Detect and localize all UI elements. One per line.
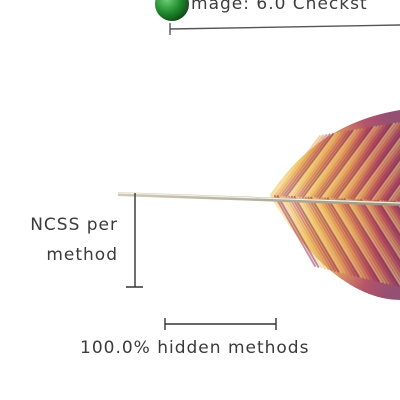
feather-barb <box>312 196 363 279</box>
feather-barb <box>368 199 400 251</box>
feather-barb <box>385 200 400 225</box>
feather-barb <box>340 122 399 201</box>
feather-barb <box>279 133 328 198</box>
feather-barb <box>360 199 400 264</box>
feather-barb <box>382 200 400 229</box>
feather-barb <box>329 124 386 200</box>
feather-barb <box>301 196 350 275</box>
feather-barb <box>326 124 383 200</box>
feather-barb <box>287 132 338 198</box>
feather-barb <box>318 126 373 200</box>
feather-barb <box>274 195 316 267</box>
feather-barb <box>329 197 383 283</box>
feather-barb <box>299 130 350 199</box>
feather-barb <box>279 195 323 269</box>
feather-barb <box>351 198 400 277</box>
feather-barb <box>304 196 353 276</box>
feather-barb <box>324 125 379 200</box>
feather-barb <box>349 129 400 201</box>
feather-barb <box>310 128 363 199</box>
feather-barb <box>282 195 326 270</box>
feather-barb <box>365 152 400 202</box>
feather-barb <box>301 129 354 199</box>
ncss-label-line1: NCSS per <box>30 215 118 235</box>
feather-barb <box>351 133 400 201</box>
feather-barb <box>376 199 400 238</box>
feather-shaft <box>117 192 400 206</box>
feather-barb <box>335 123 392 200</box>
feather-barb <box>376 168 400 202</box>
feather-barb <box>354 198 400 273</box>
feather-barb <box>324 197 376 282</box>
feather-barb <box>340 198 396 287</box>
ncss-scale-bar <box>126 193 143 288</box>
feather-barb <box>332 197 386 284</box>
feather-barb <box>293 131 344 198</box>
hidden-methods-label: 100.0% hidden methods <box>80 338 310 358</box>
feather-barb <box>296 130 347 199</box>
feather-barb <box>299 196 346 275</box>
feather-barb <box>293 195 340 273</box>
ncss-label-line2: method <box>46 245 118 265</box>
feather-barb <box>360 145 400 202</box>
feather-barb <box>335 197 390 285</box>
feather-barb <box>321 125 376 200</box>
feather-barb <box>337 198 393 286</box>
feather-barb <box>343 121 400 201</box>
feather-barb <box>379 200 400 234</box>
feather-barb <box>318 197 370 280</box>
feather-barb <box>287 195 333 271</box>
feather-barb <box>337 122 396 201</box>
feather-barb <box>290 195 336 272</box>
feather-barb <box>343 198 400 287</box>
feather-barb <box>362 199 400 260</box>
feather-barb <box>354 137 400 201</box>
feather-barb <box>346 125 400 201</box>
feather-barb <box>285 195 330 271</box>
feather-barb <box>387 184 400 203</box>
feather-barb <box>282 133 331 198</box>
feather-barb <box>276 195 320 268</box>
feather-barb <box>371 199 400 247</box>
feather-vane <box>270 110 400 300</box>
feather-barb <box>307 128 360 199</box>
feather-barb <box>357 141 400 201</box>
feather-barb <box>379 172 400 203</box>
feather-barb <box>312 127 367 199</box>
feather-barb <box>349 198 400 282</box>
feather-barb <box>315 197 366 279</box>
feather-barb <box>387 200 400 221</box>
feather-barb <box>274 135 321 197</box>
feather-barb <box>346 198 400 287</box>
feather-barb <box>362 148 400 202</box>
diagram-title: Image: 6.0 Checkst <box>185 0 368 14</box>
feather-barb <box>326 197 380 283</box>
feather-barb <box>357 199 400 269</box>
feather-barb <box>304 129 357 199</box>
feather-barb <box>332 123 389 200</box>
feather-barb <box>382 176 400 203</box>
feather-barb <box>385 180 400 203</box>
green-ball-icon <box>155 0 189 21</box>
feather-barb <box>290 131 341 198</box>
title-rule <box>169 23 400 35</box>
feather-barb <box>374 199 400 242</box>
feather-barb <box>285 132 334 198</box>
feather-barb <box>365 199 400 255</box>
feather-barb <box>276 134 325 198</box>
feather-barb <box>371 160 400 202</box>
feather-barb <box>374 164 400 202</box>
feather-barb <box>315 127 370 199</box>
feather-barb <box>296 196 343 274</box>
feather-barb <box>310 196 360 278</box>
feather-barb <box>307 196 356 277</box>
feather-barb <box>321 197 373 281</box>
hidden-scale-bar <box>164 318 277 330</box>
